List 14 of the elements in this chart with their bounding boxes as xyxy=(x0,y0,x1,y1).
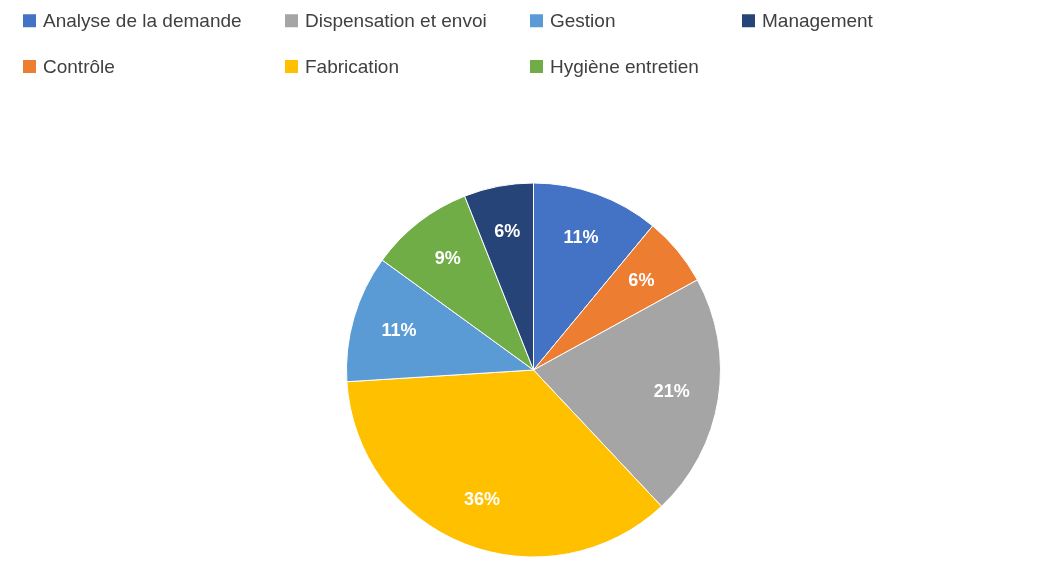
data-label: 36% xyxy=(463,489,500,510)
legend-label: Management xyxy=(762,9,874,31)
data-label: 6% xyxy=(628,269,655,290)
legend-label: Hygiène entretien xyxy=(550,55,699,77)
data-label: 21% xyxy=(653,380,690,401)
legend-label: Gestion xyxy=(550,9,616,31)
data-label: 11% xyxy=(381,319,417,340)
legend-label: Contrôle xyxy=(43,55,115,77)
legend-label: Analyse de la demande xyxy=(43,9,242,31)
legend-label: Dispensation et envoi xyxy=(305,9,487,31)
legend-label: Fabrication xyxy=(305,55,399,77)
data-label: 6% xyxy=(494,221,521,242)
data-label: 9% xyxy=(434,248,461,269)
data-label: 11% xyxy=(563,227,599,248)
